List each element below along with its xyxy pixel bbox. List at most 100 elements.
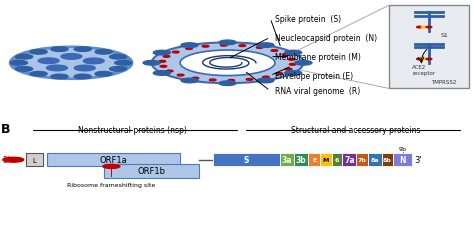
Circle shape (153, 51, 170, 56)
Text: E: E (312, 158, 316, 163)
Circle shape (219, 82, 236, 86)
Circle shape (46, 66, 67, 71)
Circle shape (9, 47, 133, 80)
Circle shape (210, 80, 216, 82)
Circle shape (228, 80, 235, 82)
Circle shape (109, 55, 127, 60)
FancyBboxPatch shape (389, 6, 469, 89)
Circle shape (153, 71, 170, 76)
Circle shape (109, 67, 127, 72)
FancyBboxPatch shape (104, 164, 199, 178)
Text: N: N (400, 155, 406, 164)
Circle shape (289, 64, 296, 66)
Text: 7b: 7b (358, 158, 367, 163)
Circle shape (220, 45, 227, 47)
Circle shape (19, 49, 123, 77)
Circle shape (421, 27, 427, 29)
Text: Spike protein  (S): Spike protein (S) (275, 15, 341, 24)
Circle shape (276, 73, 283, 75)
FancyBboxPatch shape (342, 153, 356, 167)
Text: 3': 3' (415, 155, 422, 164)
Text: Envelope protein (E): Envelope protein (E) (275, 72, 353, 81)
Text: 3b: 3b (296, 155, 306, 164)
Circle shape (180, 51, 275, 76)
Circle shape (143, 61, 160, 66)
Circle shape (417, 59, 422, 61)
Circle shape (246, 79, 253, 81)
Circle shape (426, 27, 432, 29)
Text: 7a: 7a (344, 155, 355, 164)
Circle shape (83, 59, 104, 64)
Text: S: S (244, 155, 249, 164)
FancyBboxPatch shape (368, 153, 382, 167)
Circle shape (3, 158, 24, 162)
Circle shape (285, 69, 292, 71)
Text: M: M (323, 158, 329, 163)
Circle shape (74, 75, 91, 79)
Circle shape (166, 71, 173, 73)
FancyBboxPatch shape (213, 153, 280, 167)
Text: 5': 5' (2, 155, 10, 164)
Text: ORF1a: ORF1a (100, 155, 128, 164)
Circle shape (51, 48, 68, 52)
Circle shape (103, 165, 120, 169)
Circle shape (30, 50, 47, 55)
Text: Ribosome frameshifting site: Ribosome frameshifting site (67, 182, 155, 187)
Text: 8a: 8a (371, 158, 379, 163)
Circle shape (38, 59, 59, 64)
Text: 8b: 8b (383, 158, 392, 163)
Circle shape (95, 50, 112, 55)
FancyBboxPatch shape (382, 153, 393, 167)
Text: 6: 6 (335, 158, 339, 163)
FancyBboxPatch shape (26, 153, 43, 167)
Text: S1: S1 (441, 33, 448, 38)
Circle shape (271, 50, 278, 52)
FancyBboxPatch shape (356, 153, 368, 167)
Text: Structural and accessory proteins: Structural and accessory proteins (291, 126, 420, 135)
FancyBboxPatch shape (332, 153, 342, 167)
Circle shape (181, 44, 198, 48)
Text: 9b: 9b (399, 147, 407, 152)
Circle shape (74, 66, 95, 72)
Text: 3a: 3a (282, 155, 292, 164)
Circle shape (186, 49, 192, 50)
Text: RNA viral genome  (R): RNA viral genome (R) (275, 87, 360, 96)
Circle shape (421, 59, 427, 61)
Circle shape (74, 48, 91, 52)
Circle shape (288, 59, 295, 61)
Text: ORF1b: ORF1b (137, 167, 166, 176)
FancyBboxPatch shape (280, 153, 294, 167)
Circle shape (282, 55, 289, 56)
Circle shape (257, 44, 274, 48)
Text: L: L (32, 157, 36, 163)
Circle shape (61, 54, 82, 60)
Circle shape (163, 56, 170, 58)
Circle shape (219, 41, 236, 46)
Circle shape (16, 55, 33, 60)
Circle shape (285, 51, 302, 56)
Circle shape (160, 66, 167, 68)
Circle shape (263, 77, 269, 79)
Text: ACE2
receptor: ACE2 receptor (412, 64, 436, 75)
Text: B: B (1, 122, 10, 135)
Circle shape (16, 67, 33, 72)
Text: Neucleocapsid protein  (N): Neucleocapsid protein (N) (275, 34, 377, 43)
Circle shape (10, 61, 27, 66)
Circle shape (192, 78, 199, 80)
Text: Nonstructural proteins (nsp): Nonstructural proteins (nsp) (78, 126, 187, 135)
Text: Membrane protein (M): Membrane protein (M) (275, 53, 361, 62)
Circle shape (115, 61, 132, 66)
Circle shape (417, 27, 422, 29)
Circle shape (285, 71, 302, 76)
FancyBboxPatch shape (393, 153, 412, 167)
Circle shape (95, 72, 112, 77)
Circle shape (51, 75, 68, 79)
FancyBboxPatch shape (320, 153, 332, 167)
Text: TMPRSS2: TMPRSS2 (431, 80, 457, 85)
Circle shape (177, 75, 184, 77)
Circle shape (173, 52, 179, 54)
FancyBboxPatch shape (47, 153, 180, 167)
Circle shape (181, 79, 198, 83)
Circle shape (30, 72, 47, 77)
FancyBboxPatch shape (294, 153, 308, 167)
